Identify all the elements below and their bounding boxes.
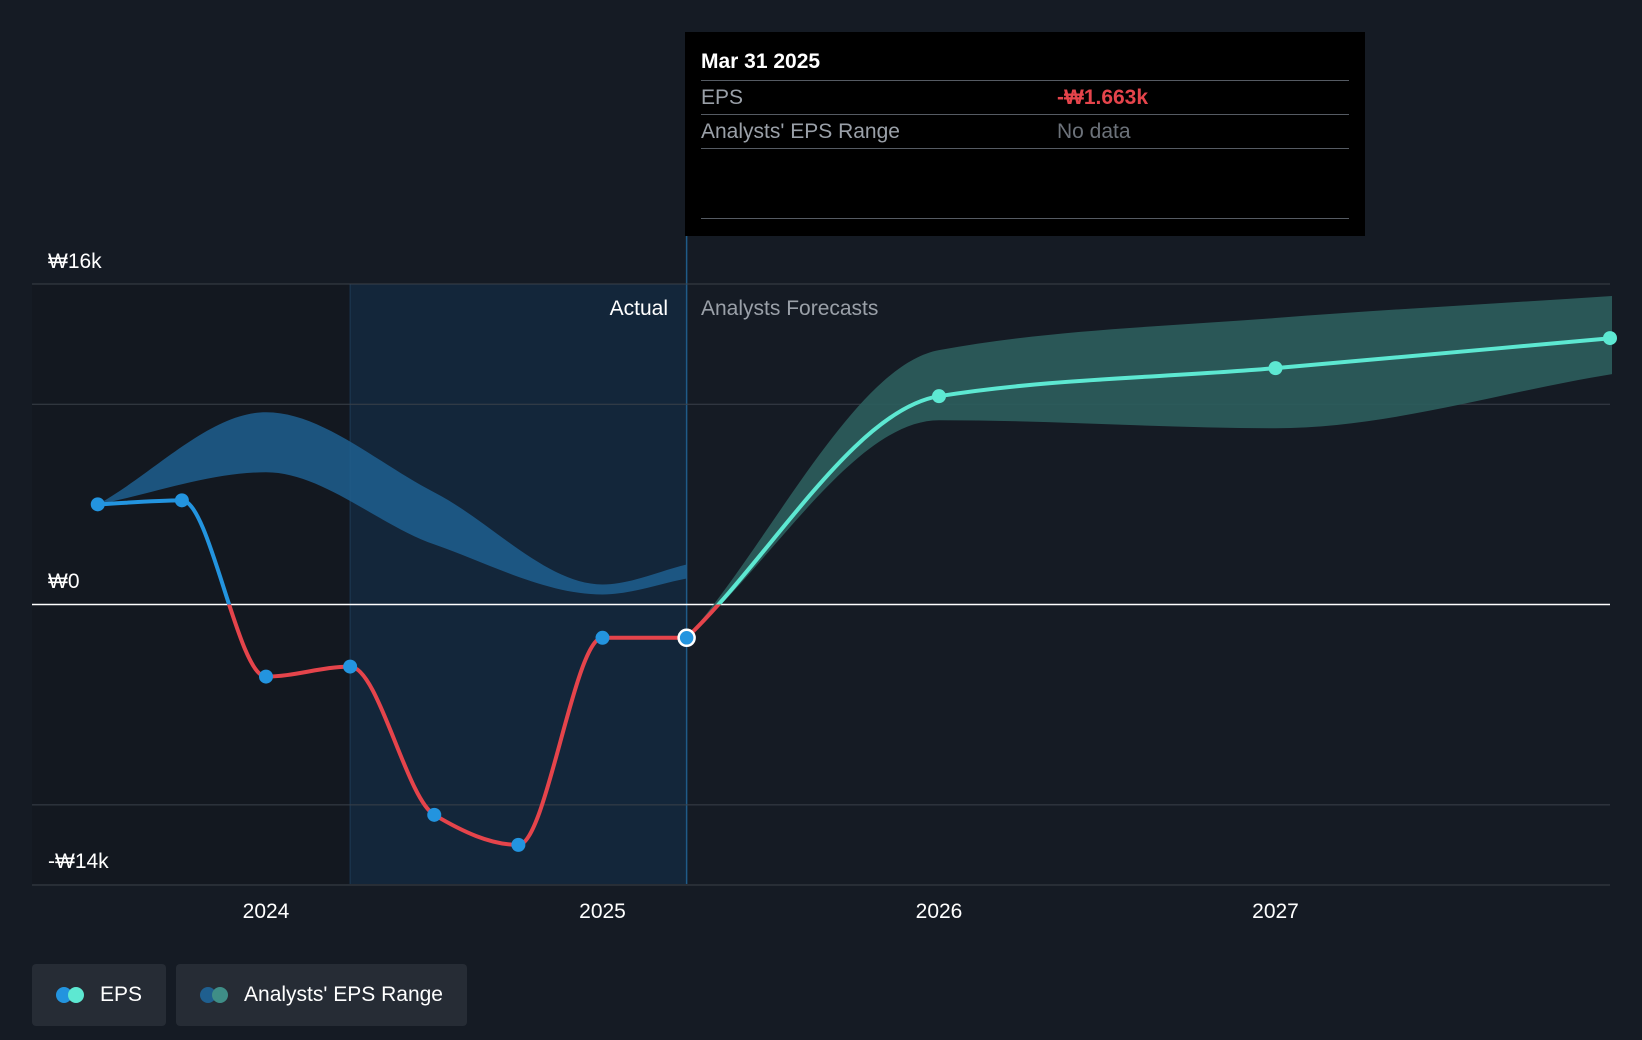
eps-data-point[interactable] [511,837,526,852]
axis-labels: Actual Analysts Forecasts ₩16k ₩0 -₩14k 202… [48,250,1299,923]
past-eps-range-area [97,412,687,595]
eps-line-negative [226,604,687,847]
x-tick-label: 2024 [243,900,290,923]
eps-legend-icon [56,986,86,1004]
range-areas [97,296,1612,638]
tooltip-range-label: Analysts' EPS Range [701,120,900,143]
x-tick-label: 2027 [1252,900,1299,923]
chart-legend: EPS Analysts' EPS Range [32,964,467,1026]
forecast-section-label: Analysts Forecasts [701,297,878,320]
eps-data-point[interactable] [174,493,189,508]
hover-tooltip: Mar 31 2025 EPS -₩1.663k Analysts' EPS R… [685,32,1365,236]
eps-forecast-point[interactable] [1603,331,1617,346]
eps-forecast-point[interactable] [1268,361,1283,376]
eps-points [90,331,1617,852]
tooltip-divider [701,218,1349,219]
forecast-eps-range-area [686,296,1612,638]
tooltip-date: Mar 31 2025 [701,46,1349,81]
tooltip-row-range: Analysts' EPS Range No data [701,115,1349,149]
x-tick-label: 2026 [916,900,963,923]
tooltip-range-value: No data [1057,120,1131,143]
tooltip-eps-value: -₩1.663k [1057,86,1149,109]
x-tick-label: 2025 [579,900,626,923]
eps-data-point[interactable] [427,807,442,822]
y-tick-label: ₩16k [48,250,102,273]
tooltip-row-eps: EPS -₩1.663k [701,81,1349,115]
eps-lines [97,336,1613,847]
actual-section-label: Actual [610,297,668,320]
tooltip-eps-label: EPS [701,86,744,109]
legend-eps-range-label: Analysts' EPS Range [244,983,443,1006]
y-tick-label: -₩14k [48,850,109,873]
legend-item-eps-range[interactable]: Analysts' EPS Range [176,964,467,1026]
legend-item-eps[interactable]: EPS [32,964,167,1026]
eps-data-point[interactable] [595,630,610,645]
legend-eps-label: EPS [100,983,143,1006]
eps-highlighted-point[interactable] [677,628,696,648]
pre-actual-area [32,284,351,884]
eps-line-positive [97,498,232,605]
eps-range-legend-icon [200,986,230,1004]
eps-data-point[interactable] [343,659,358,674]
y-tick-label: ₩0 [48,570,80,593]
eps-data-point[interactable] [90,497,105,512]
eps-forecast-point[interactable] [932,389,946,404]
chart-background-layer [32,236,688,884]
eps-data-point[interactable] [259,669,273,684]
eps-forecast-line-positive [715,336,1613,605]
